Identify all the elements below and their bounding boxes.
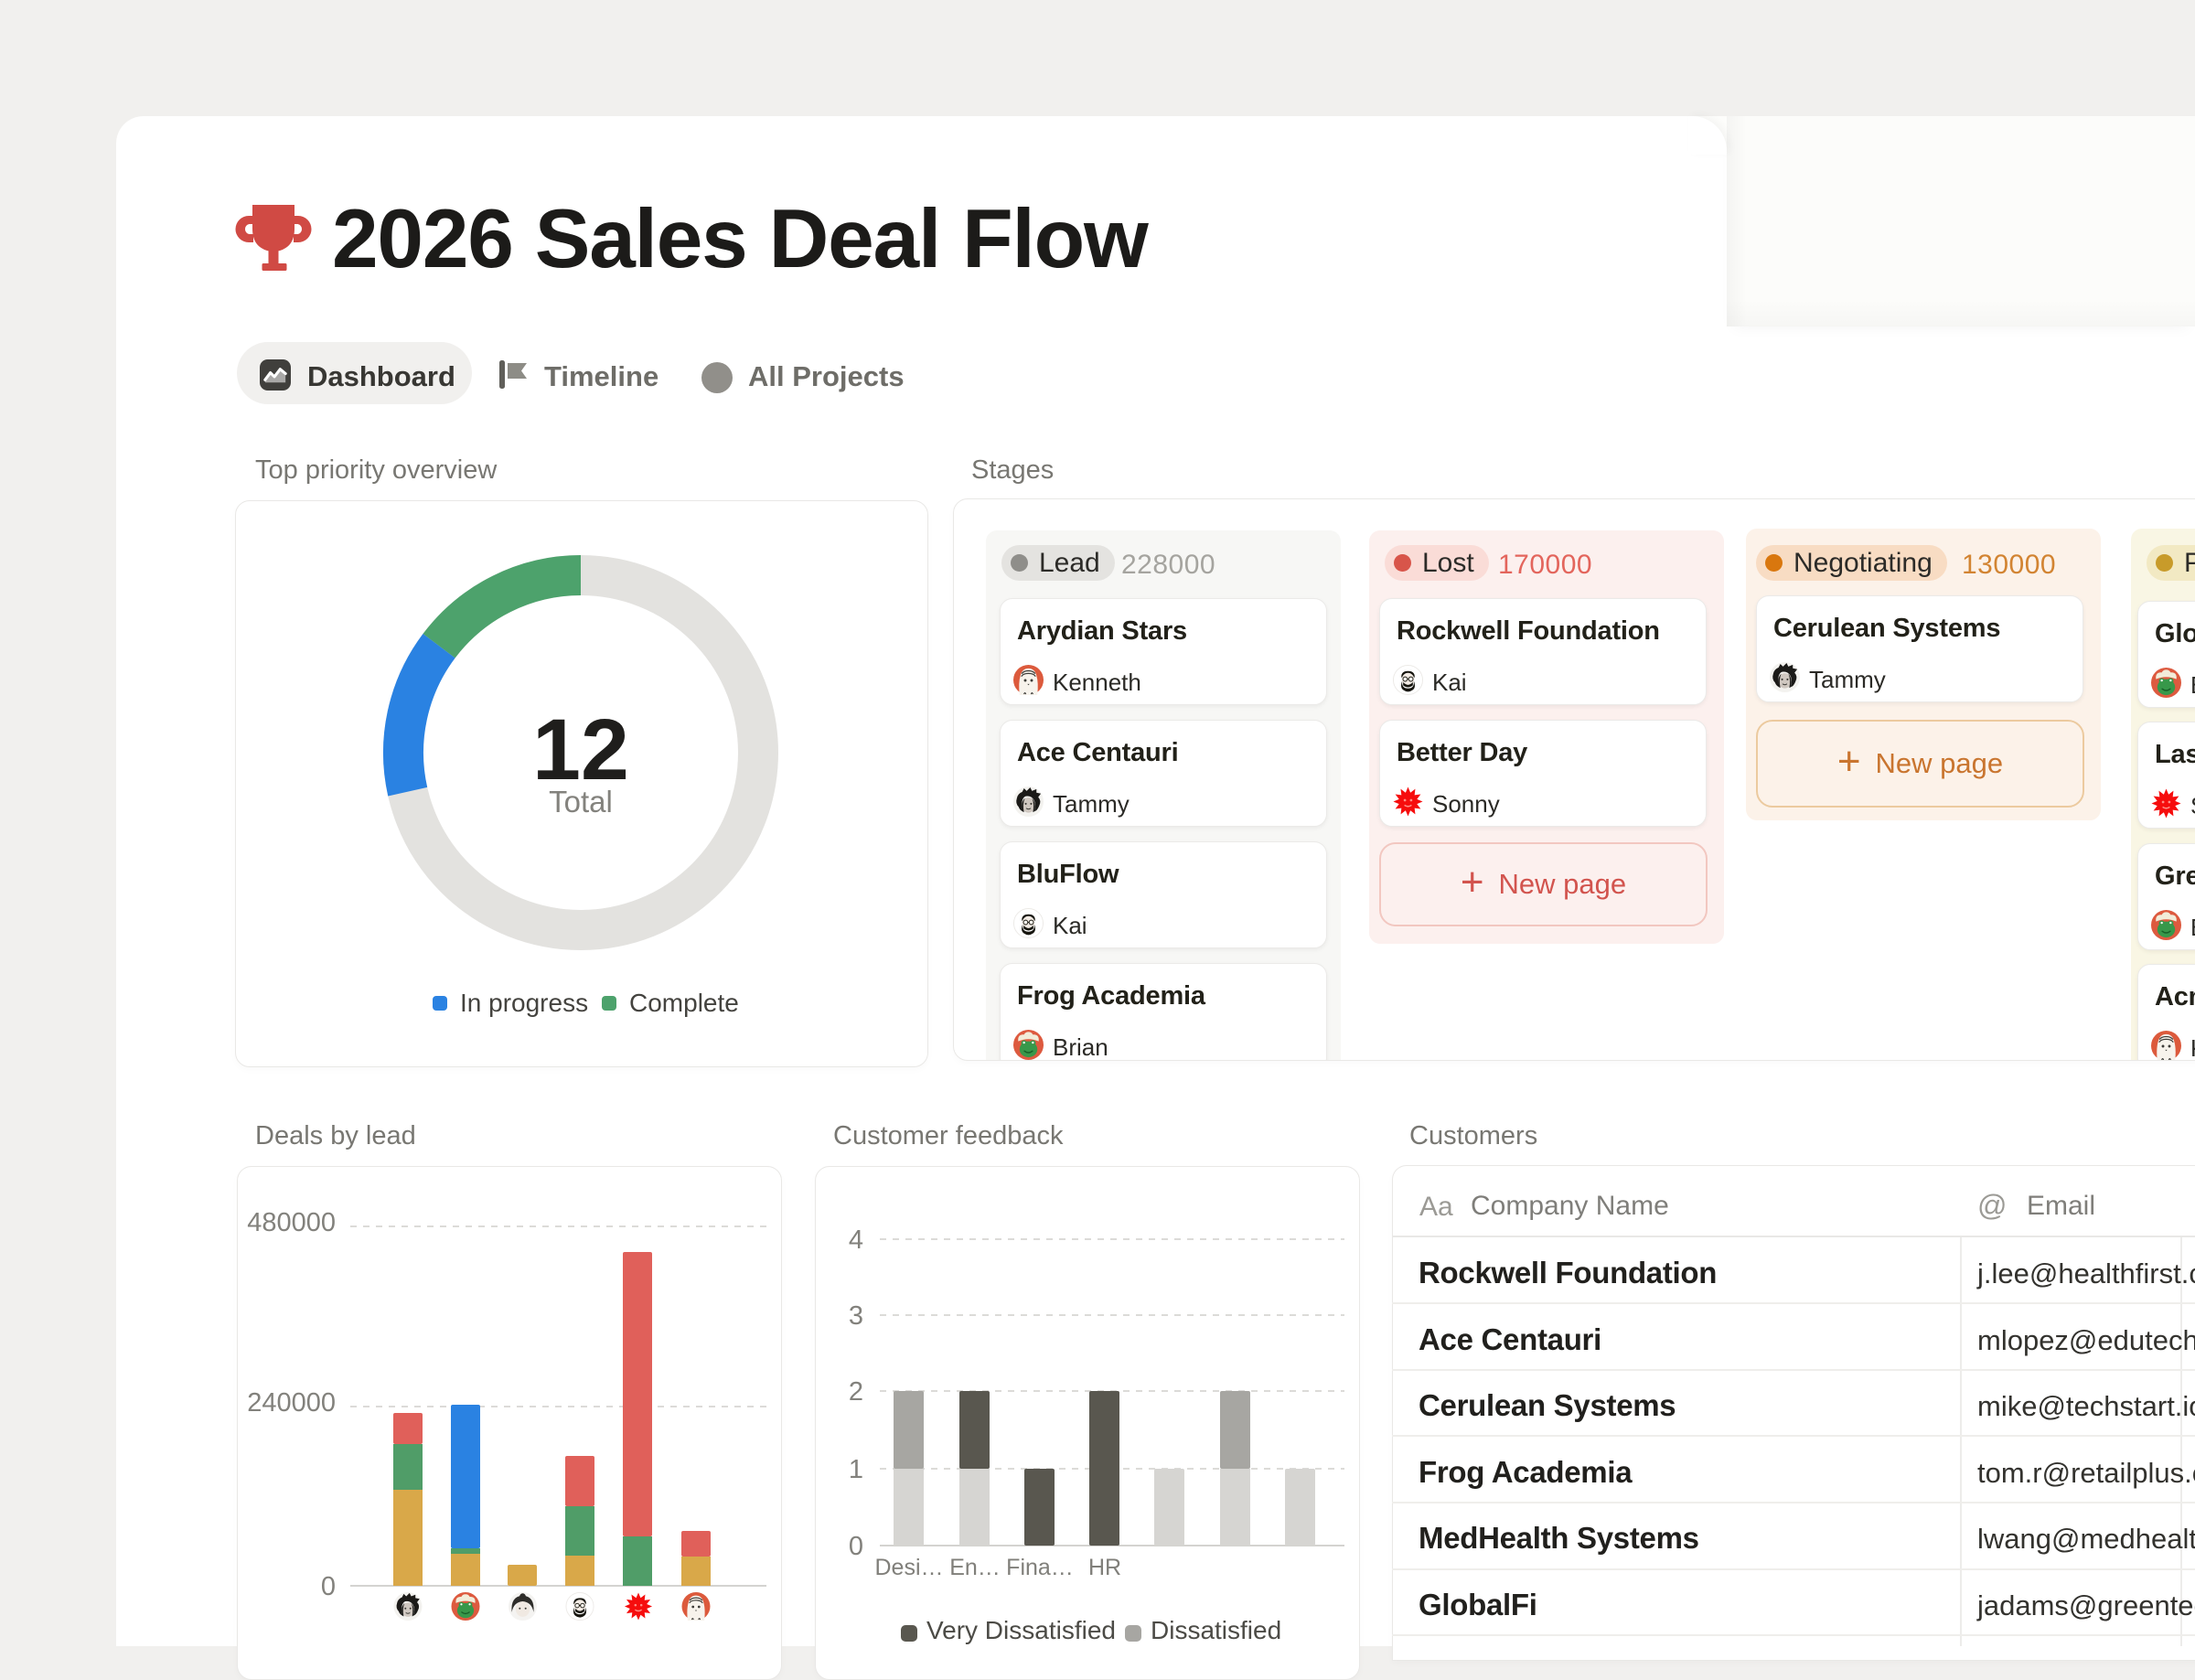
svg-text:480000: 480000 bbox=[247, 1208, 336, 1237]
svg-text:3: 3 bbox=[849, 1301, 863, 1331]
svg-text:HR: HR bbox=[1088, 1555, 1121, 1580]
svg-text:4: 4 bbox=[849, 1225, 863, 1255]
svg-text:Dissatisfied: Dissatisfied bbox=[1151, 1616, 1281, 1644]
svg-text:Desi…: Desi… bbox=[874, 1555, 943, 1580]
svg-text:1: 1 bbox=[849, 1455, 863, 1484]
svg-text:Very Dissatisfied: Very Dissatisfied bbox=[926, 1616, 1116, 1644]
svg-text:0: 0 bbox=[849, 1532, 863, 1561]
svg-text:0: 0 bbox=[321, 1572, 336, 1601]
svg-text:Fina…: Fina… bbox=[1006, 1555, 1074, 1580]
svg-text:2: 2 bbox=[849, 1377, 863, 1407]
svg-text:240000: 240000 bbox=[247, 1388, 336, 1418]
svg-text:En…: En… bbox=[949, 1555, 1001, 1580]
